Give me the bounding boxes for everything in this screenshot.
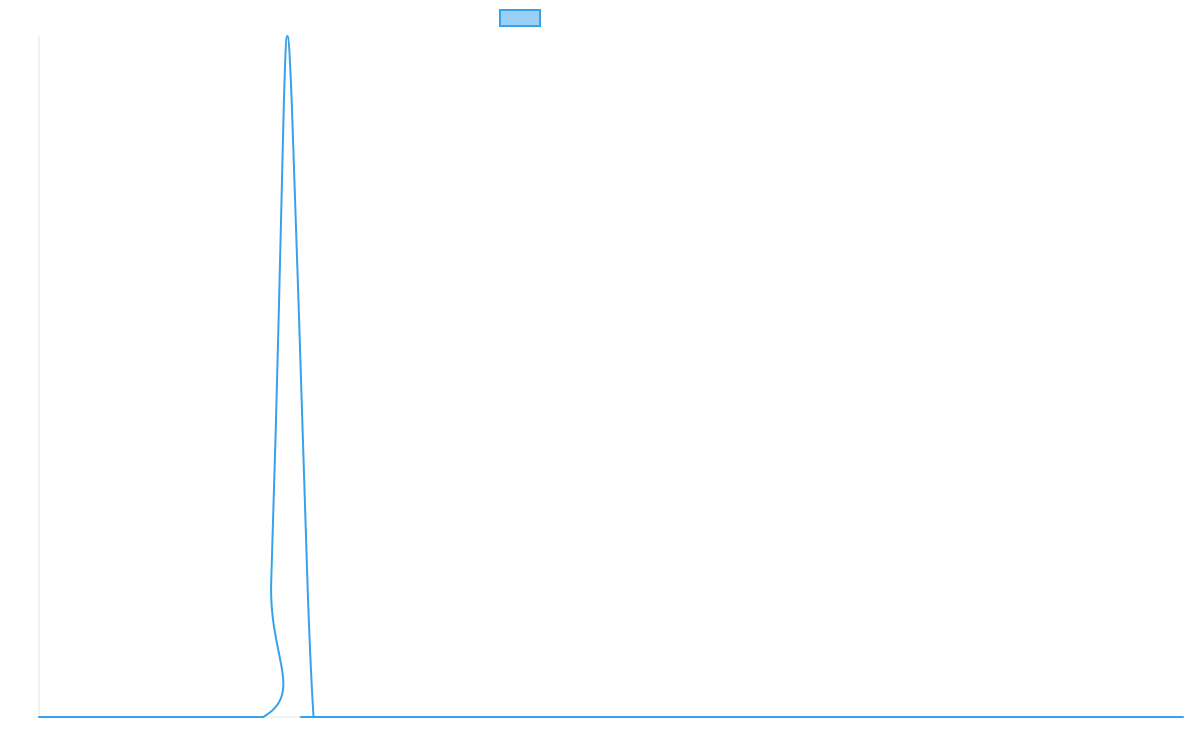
series-line — [38, 35, 1184, 719]
legend-swatch[interactable] — [499, 9, 541, 27]
